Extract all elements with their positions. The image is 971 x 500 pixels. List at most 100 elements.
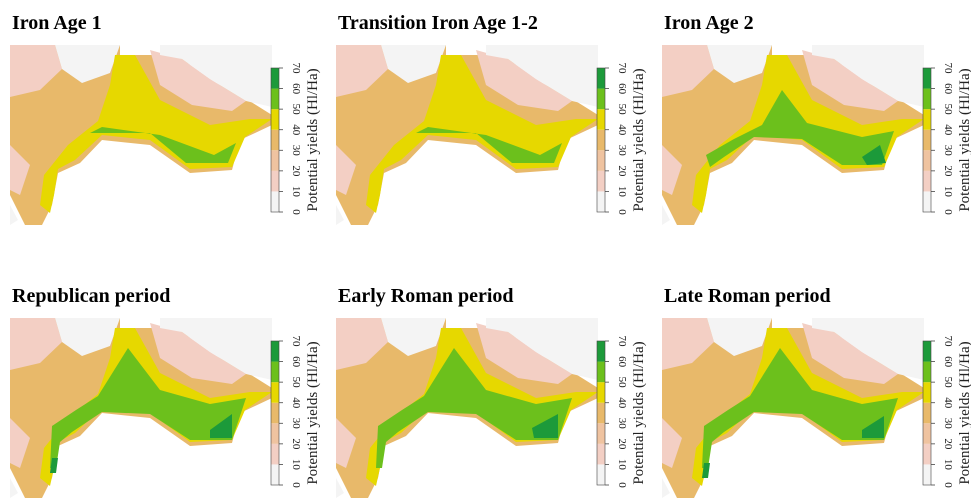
panel-title: Early Roman period	[338, 285, 514, 307]
legend-swatch	[923, 382, 931, 403]
map-region	[532, 414, 558, 438]
tick-label: 0	[616, 482, 628, 488]
tick-label: 50	[290, 377, 302, 389]
panel: Republican period 0 10 20 30 40 50 60 70Potentia…	[10, 285, 321, 498]
legend-swatch	[597, 361, 605, 383]
legend-swatch	[923, 361, 931, 383]
tick-label: 50	[942, 377, 954, 389]
map-region	[336, 478, 344, 498]
tick-label: 40	[290, 124, 302, 136]
legend-swatch	[923, 170, 931, 192]
colorbar-frame	[922, 67, 932, 213]
map-region	[336, 145, 356, 195]
panel-title: Iron Age 1	[12, 12, 102, 34]
map-region	[706, 90, 894, 167]
tick-label: 20	[290, 438, 302, 450]
panel-title: Iron Age 2	[664, 12, 754, 34]
legend-swatch	[597, 402, 605, 424]
tick-label: 10	[942, 459, 954, 471]
map-region	[812, 318, 924, 380]
map-region	[707, 318, 772, 356]
colorbar-frame	[922, 340, 932, 486]
legend-swatch	[597, 191, 605, 212]
map-region	[150, 323, 246, 384]
colorbar-label: Potential yields (Hl/Ha)	[631, 341, 647, 484]
map-region	[336, 418, 356, 468]
map-region	[662, 418, 682, 468]
map-region	[90, 127, 236, 163]
map-region	[160, 45, 272, 107]
legend-swatch	[923, 150, 931, 171]
map-region	[366, 55, 598, 213]
legend-swatch	[597, 464, 605, 485]
legend-swatch	[923, 341, 931, 362]
tick-label: 40	[290, 397, 302, 409]
legend-swatch	[271, 402, 279, 424]
tick-label: 70	[942, 336, 954, 348]
legend-swatch	[271, 150, 279, 171]
tick-label: 70	[616, 63, 628, 75]
legend-swatch	[923, 88, 931, 110]
legend-swatch	[597, 129, 605, 151]
tick-label: 30	[616, 145, 628, 157]
tick-label: 0	[942, 209, 954, 215]
legend-swatch	[271, 68, 279, 89]
map-region	[476, 50, 572, 111]
legend-swatch	[923, 191, 931, 212]
legend-swatch	[597, 443, 605, 465]
map-region	[802, 50, 898, 111]
panel-title: Transition Iron Age 1-2	[338, 12, 538, 34]
map-region	[662, 318, 714, 370]
colorbar-frame	[596, 340, 606, 486]
map-region	[662, 205, 670, 225]
map-region	[802, 323, 898, 384]
legend-swatch	[597, 150, 605, 171]
map-region	[160, 318, 272, 380]
map	[662, 45, 924, 225]
legend-swatch	[597, 382, 605, 403]
tick-label: 60	[942, 83, 954, 95]
colorbar-frame	[270, 340, 280, 486]
tick-label: 60	[290, 83, 302, 95]
map-region	[486, 318, 598, 380]
map	[336, 318, 598, 498]
map-region	[10, 478, 18, 498]
map-region	[662, 145, 682, 195]
tick-label: 20	[942, 438, 954, 450]
legend-swatch	[597, 109, 605, 130]
map-region	[150, 50, 246, 111]
tick-label: 40	[616, 124, 628, 136]
tick-label: 40	[616, 397, 628, 409]
legend-swatch	[923, 129, 931, 151]
map-region	[862, 416, 884, 438]
tick-label: 20	[616, 438, 628, 450]
legend-swatch	[923, 109, 931, 130]
legend-swatch	[923, 443, 931, 465]
tick-label: 40	[942, 124, 954, 136]
tick-label: 20	[942, 165, 954, 177]
legend-swatch	[923, 423, 931, 444]
tick-label: 60	[616, 83, 628, 95]
map-region	[812, 45, 924, 107]
colorbar-label: Potential yields (Hl/Ha)	[305, 341, 321, 484]
tick-label: 30	[290, 145, 302, 157]
tick-label: 70	[616, 336, 628, 348]
tick-label: 50	[942, 104, 954, 116]
map-region	[10, 418, 30, 468]
tick-label: 0	[942, 482, 954, 488]
tick-label: 70	[290, 336, 302, 348]
map-region	[55, 318, 120, 356]
map-region	[662, 45, 714, 97]
tick-label: 0	[290, 482, 302, 488]
map-region	[50, 458, 58, 473]
map-region	[10, 205, 18, 225]
tick-label: 30	[290, 418, 302, 430]
legend-swatch	[271, 191, 279, 212]
map-region	[702, 463, 710, 478]
tick-label: 50	[616, 104, 628, 116]
tick-label: 60	[616, 356, 628, 368]
map-region	[486, 45, 598, 107]
map-region	[662, 478, 670, 498]
